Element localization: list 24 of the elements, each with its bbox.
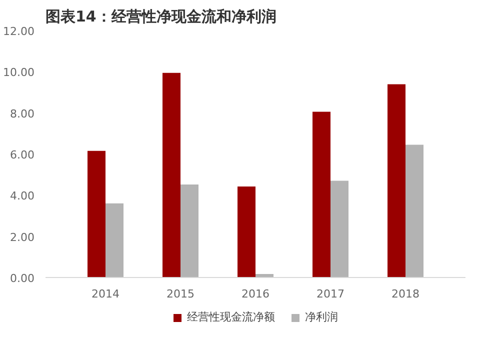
y-tick-label: 10.00	[3, 66, 35, 80]
y-tick-label: 0.00	[10, 272, 35, 285]
legend-label: 经营性现金流净额	[187, 310, 275, 324]
bar	[312, 112, 330, 278]
bar	[180, 184, 198, 278]
chart-title: 图表14：经营性净现金流和净利润	[46, 8, 276, 26]
bar	[406, 144, 424, 278]
x-tick-label: 2014	[92, 288, 120, 300]
x-tick-label: 2018	[392, 288, 420, 300]
bar	[162, 72, 180, 278]
y-tick-label: 4.00	[10, 190, 35, 203]
legend-label: 净利润	[305, 310, 338, 324]
y-tick-label: 6.00	[10, 148, 35, 162]
bar	[238, 186, 256, 278]
y-tick-label: 8.00	[10, 107, 35, 120]
x-tick-label: 2016	[242, 288, 270, 300]
x-tick-label: 2017	[316, 288, 345, 300]
bar	[330, 180, 348, 278]
bar	[88, 150, 106, 278]
bar	[388, 84, 406, 278]
bar	[106, 203, 124, 278]
y-tick-label: 12.00	[3, 25, 35, 38]
y-tick-label: 2.00	[10, 230, 35, 244]
x-tick-label: 2015	[166, 288, 195, 300]
